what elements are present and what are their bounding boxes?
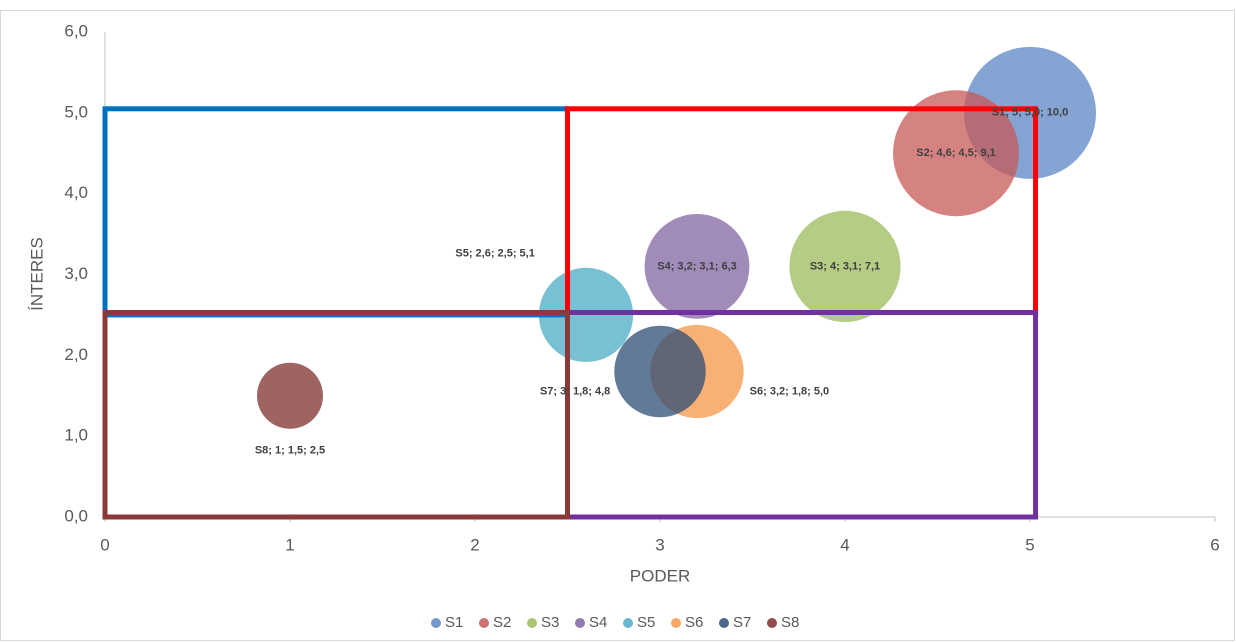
legend-marker [719, 618, 729, 628]
x-tick-label: 4 [840, 535, 849, 554]
data-label: S7; 3; 1,8; 4,8 [540, 385, 610, 397]
x-tick-label: 0 [100, 535, 109, 554]
data-label: S6; 3,2; 1,8; 5,0 [750, 385, 830, 397]
legend-marker [431, 618, 441, 628]
y-tick-label: 0,0 [64, 506, 88, 525]
y-tick-label: 1,0 [64, 426, 88, 445]
region [102, 309, 570, 520]
legend-label: S5 [637, 614, 655, 631]
legend-label: S6 [685, 614, 703, 631]
legend-marker [623, 618, 633, 628]
y-axis-title: ÍNTERES [27, 237, 46, 311]
x-tick-label: 6 [1210, 535, 1219, 554]
legend-marker [767, 618, 777, 628]
legend-label: S4 [589, 614, 607, 631]
x-tick-label: 3 [655, 535, 664, 554]
bubble [789, 210, 901, 323]
y-tick-label: 5,0 [64, 102, 88, 121]
y-tick-label: 2,0 [64, 345, 88, 364]
x-tick-label: 1 [285, 535, 294, 554]
data-label: S8; 1; 1,5; 2,5 [255, 445, 325, 457]
legend-label: S2 [493, 614, 511, 631]
legend-label: S8 [781, 614, 799, 631]
data-label: S3; 4; 3,1; 7,1 [810, 260, 880, 272]
legend-label: S7 [733, 614, 751, 631]
bubble [893, 90, 1019, 217]
legend-marker [671, 618, 681, 628]
data-label: S4; 3,2; 3,1; 6,3 [657, 260, 737, 272]
y-tick-label: 6,0 [64, 21, 88, 40]
legend-marker [479, 618, 489, 628]
bubble [257, 362, 323, 429]
legend-label: S1 [445, 614, 463, 631]
legend-marker [527, 618, 537, 628]
y-tick-label: 4,0 [64, 183, 88, 202]
legend-marker [575, 618, 585, 628]
data-label: S1; 5; 5,0; 10,0 [992, 107, 1068, 119]
bubble [644, 214, 750, 319]
x-axis-title: PODER [630, 566, 690, 585]
bubble [614, 325, 706, 418]
y-tick-label: 3,0 [64, 264, 88, 283]
x-tick-label: 2 [470, 535, 479, 554]
legend-label: S3 [541, 614, 559, 631]
data-label: S5; 2,6; 2,5; 5,1 [455, 248, 535, 260]
data-label: S2; 4,6; 4,5; 9,1 [916, 147, 996, 159]
x-tick-label: 5 [1025, 535, 1034, 554]
